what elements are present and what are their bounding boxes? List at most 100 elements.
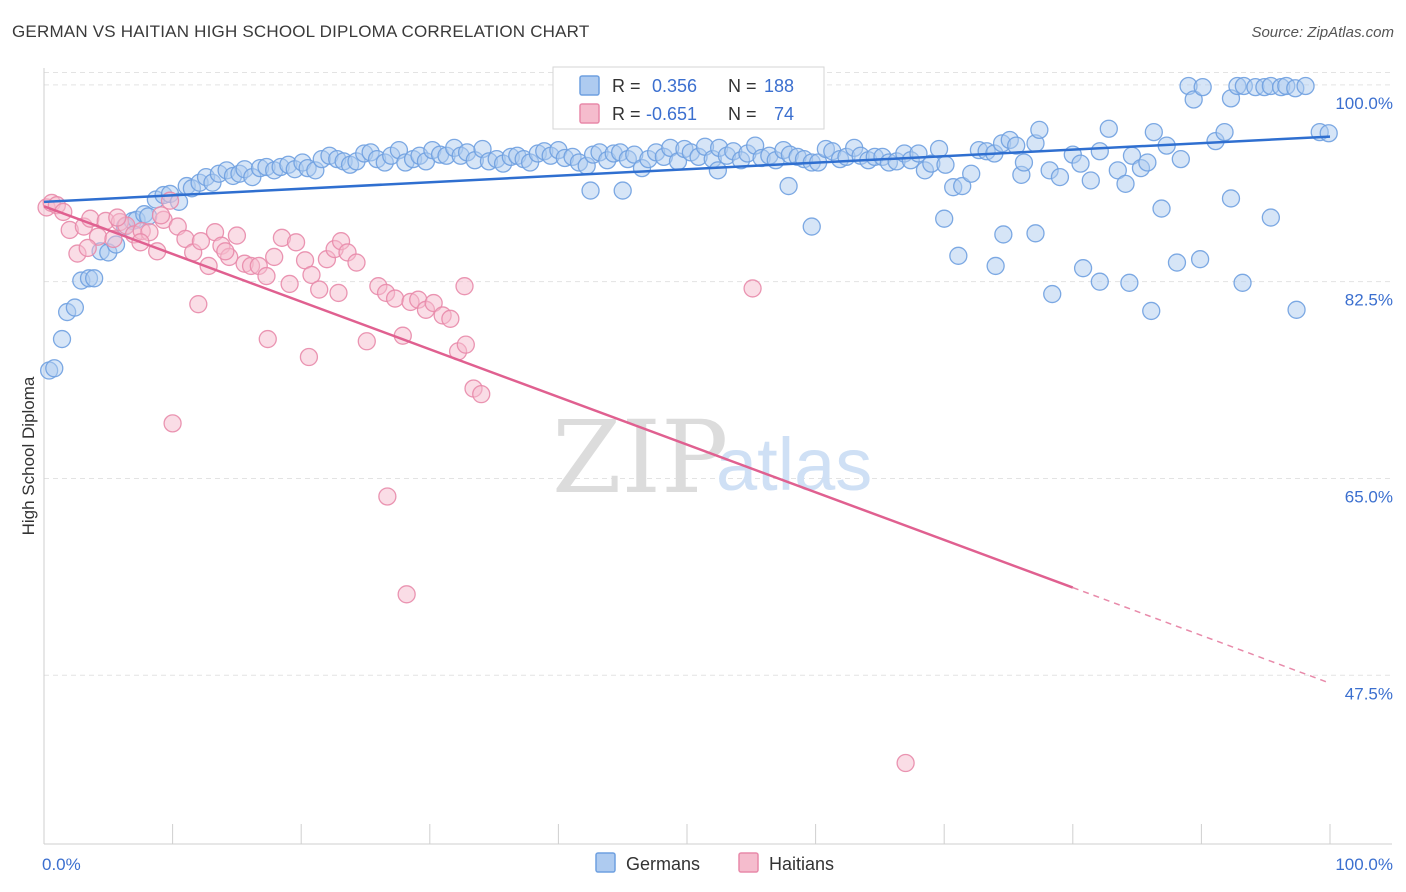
haitian-point-22 [191, 232, 211, 251]
german-point-150 [1116, 174, 1135, 193]
haitian-point-55 [456, 335, 475, 354]
legend-n-label-germans: N = [728, 76, 757, 96]
y-tick-label-0: 47.5% [1345, 684, 1393, 703]
legend-swatch-germans [579, 75, 600, 96]
x-tick-label-1: 100.0% [1335, 855, 1393, 874]
legend-swatch-haitians [579, 103, 600, 124]
haitian-point-73 [163, 414, 182, 433]
german-point-149 [1108, 161, 1127, 180]
german-point-180 [935, 209, 954, 228]
german-point-157 [1171, 149, 1190, 169]
y-tick-label-1: 65.0% [1345, 487, 1393, 506]
legend-stats: R = 0.356 N = 188 R = -0.651 N = 74 [552, 66, 825, 130]
german-point-153 [1138, 153, 1157, 172]
german-point-183 [1014, 153, 1034, 172]
german-point-141 [1030, 120, 1049, 140]
x-tick-label-0: 0.0% [42, 855, 81, 874]
legend-n-value-germans: 188 [764, 76, 794, 96]
haitian-point-59 [108, 208, 127, 227]
german-point-154 [1144, 122, 1163, 142]
haitian-point-58 [78, 238, 97, 258]
haitian-point-66 [329, 283, 348, 303]
german-point-195 [1287, 300, 1306, 319]
haitian-trend-line [43, 205, 1074, 589]
german-point-188 [1120, 273, 1139, 292]
legend-r-label-haitians: R = [612, 104, 641, 124]
haitian-point-62 [189, 295, 208, 314]
haitian-trend-line-extension [1072, 586, 1331, 684]
german-point-185 [1043, 284, 1062, 304]
german-point-147 [1090, 142, 1109, 161]
haitian-point-32 [265, 247, 284, 267]
chart-source: Source: ZipAtlas.com [1251, 24, 1394, 41]
haitian-point-34 [280, 274, 299, 294]
haitian-point-64 [258, 329, 277, 349]
haitian-point-72 [896, 753, 915, 773]
german-point-189 [1142, 301, 1161, 321]
watermark-zip: ZIP [552, 399, 728, 516]
german-point-2 [52, 329, 72, 349]
german-point-172 [1296, 76, 1315, 96]
german-point-176 [613, 181, 632, 200]
german-point-145 [1071, 154, 1090, 173]
german-point-4 [65, 298, 85, 317]
german-point-174 [1319, 124, 1338, 143]
legend-n-label-haitians: N = [728, 104, 757, 124]
german-point-162 [1215, 122, 1234, 142]
german-point-178 [779, 176, 798, 196]
haitian-point-31 [257, 266, 276, 286]
haitian-point-38 [310, 280, 329, 299]
legend-series: Germans Haitians [595, 852, 834, 874]
haitian-point-46 [385, 289, 405, 308]
haitian-point-27 [227, 226, 247, 245]
haitian-point-51 [424, 293, 443, 313]
haitian-point-61 [151, 206, 171, 225]
german-point-146 [1081, 171, 1100, 190]
watermark: ZIP atlas [552, 399, 872, 516]
german-point-194 [1261, 208, 1280, 227]
trend-lines [43, 135, 1331, 684]
german-point-132 [962, 164, 981, 183]
german-point-181 [949, 246, 968, 265]
haitian-point-65 [299, 347, 319, 367]
german-point-177 [708, 161, 728, 180]
german-point-184 [1026, 224, 1045, 243]
legend-r-label-germans: R = [612, 76, 641, 96]
y-tick-label-3: 100.0% [1335, 94, 1393, 113]
german-point-138 [1007, 136, 1026, 155]
german-point-179 [802, 217, 821, 236]
german-point-196 [994, 225, 1013, 244]
haitian-point-71 [743, 279, 762, 298]
x-tick-labels: 0.0% 100.0% [42, 855, 1393, 874]
legend-r-value-germans: 0.356 [652, 76, 697, 96]
german-point-190 [1167, 253, 1187, 272]
haitian-point-69 [397, 585, 416, 604]
german-point-7 [85, 269, 104, 288]
german-point-193 [1233, 273, 1252, 292]
german-point-159 [1184, 90, 1203, 109]
haitian-point-53 [441, 309, 460, 328]
haitian-point-67 [357, 332, 376, 351]
german-point-1 [45, 359, 64, 378]
y-tick-label-2: 82.5% [1345, 291, 1393, 310]
haitian-point-57 [472, 384, 491, 404]
german-point-129 [936, 155, 955, 174]
legend-bottom-swatch-germans [595, 852, 616, 873]
haitian-point-43 [347, 253, 366, 272]
german-point-175 [581, 181, 600, 200]
german-point-187 [1090, 272, 1109, 291]
german-point-191 [1190, 250, 1210, 269]
series-germans-points [39, 76, 1338, 380]
legend-bottom-label-haitians: Haitians [769, 854, 834, 874]
legend-n-value-haitians: 74 [774, 104, 794, 124]
axes [43, 68, 1392, 845]
haitian-point-37 [302, 265, 321, 285]
haitian-point-68 [378, 487, 397, 506]
german-point-160 [1193, 77, 1212, 97]
legend-r-value-haitians: -0.651 [646, 104, 697, 124]
german-point-155 [1152, 199, 1171, 218]
series-haitians-points [37, 191, 915, 773]
haitian-point-35 [286, 233, 306, 252]
german-point-186 [1073, 259, 1093, 278]
